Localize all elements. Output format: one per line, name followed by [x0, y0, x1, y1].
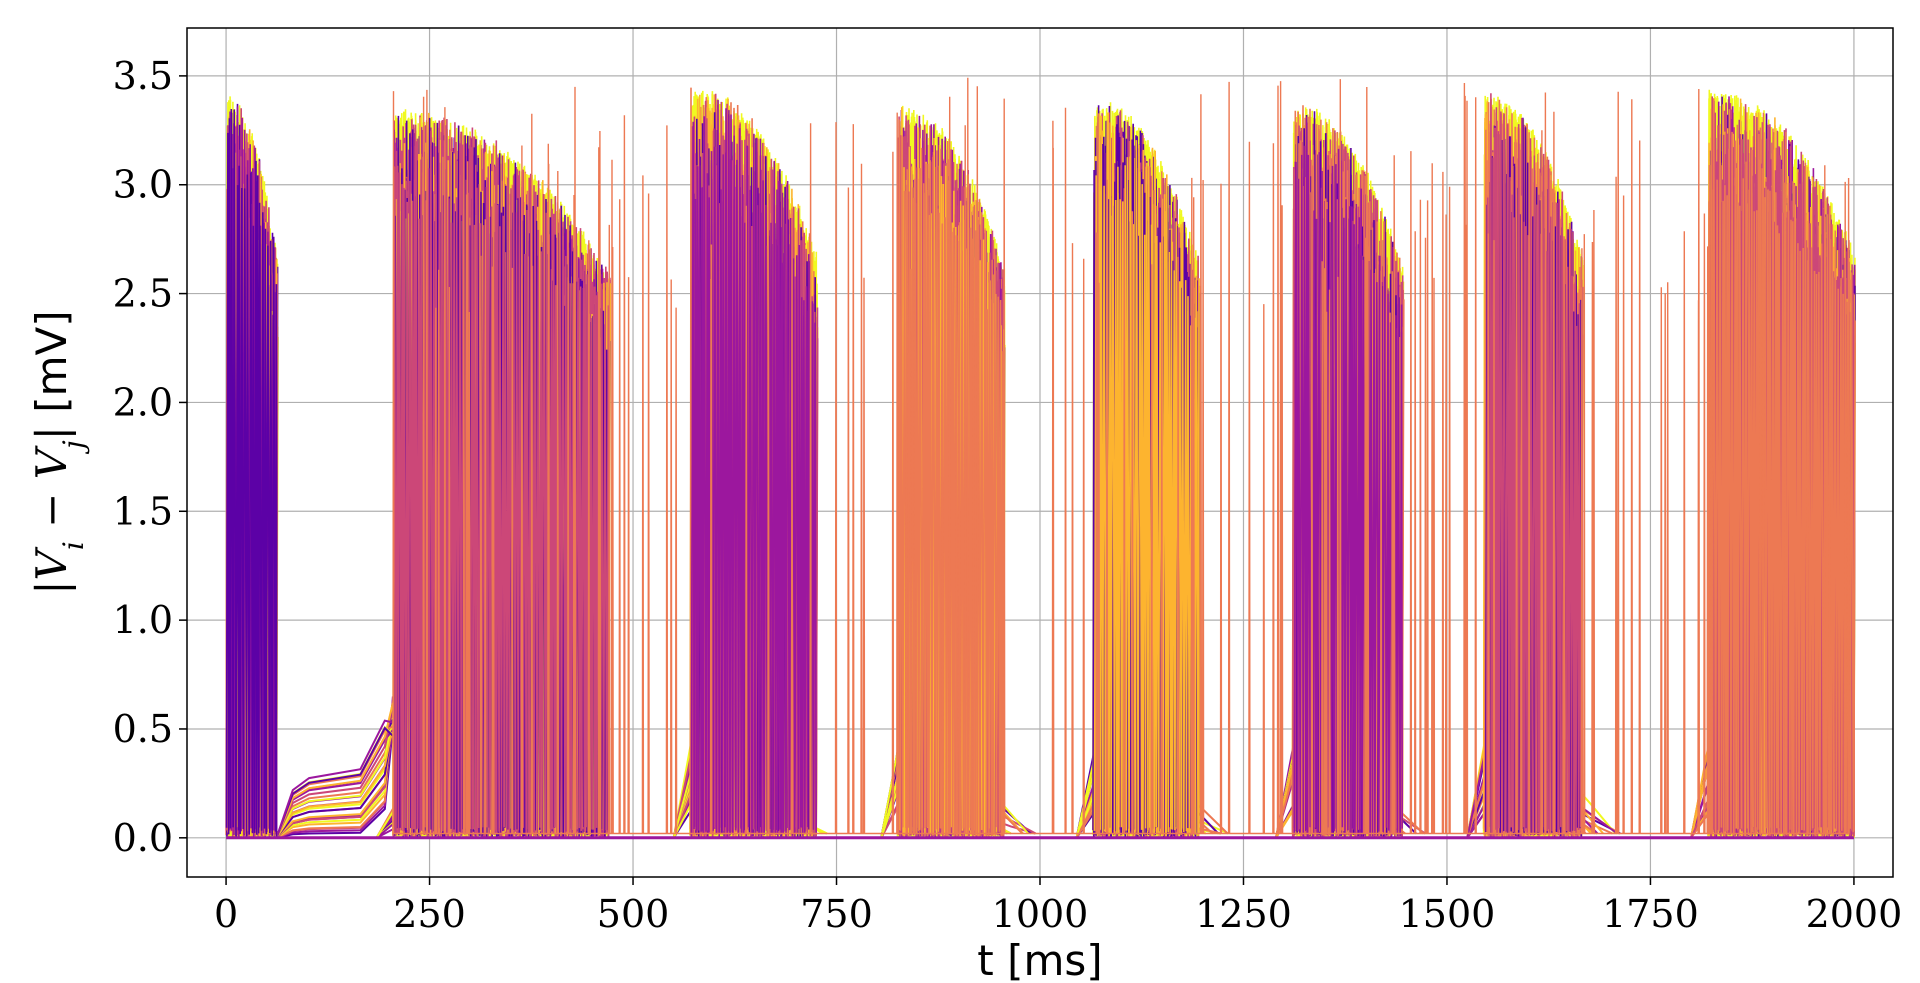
x-tick-label: 1500: [1399, 892, 1496, 936]
x-tick-label: 1000: [992, 892, 1089, 936]
x-tick-label: 500: [597, 892, 670, 936]
series-line: [275, 702, 394, 839]
series-layer: [225, 77, 1856, 840]
series-line: [275, 725, 394, 839]
x-tick-label: 0: [214, 892, 238, 936]
y-tick-label: 2.5: [113, 272, 173, 316]
series-line: [225, 109, 278, 838]
y-tick-label: 1.5: [113, 489, 173, 533]
y-tick-label: 2.0: [113, 380, 173, 424]
x-tick-label: 750: [800, 892, 873, 936]
series-line: [392, 77, 1850, 835]
series-line: [1484, 117, 1583, 838]
y-tick-label: 1.0: [113, 598, 173, 642]
y-label-open: |: [27, 581, 76, 595]
x-tick-label: 2000: [1806, 892, 1903, 936]
y-tick-label: 0.0: [113, 816, 173, 860]
y-label-unit: [mV]: [27, 310, 76, 426]
series-line: [897, 119, 1005, 838]
x-axis-label: t [ms]: [977, 936, 1102, 983]
series-line: [1707, 98, 1856, 838]
y-tick-label: 3.5: [113, 54, 173, 98]
series-line: [275, 717, 394, 839]
y-label-vi-sub: i: [57, 541, 90, 550]
y-label-close: |: [27, 426, 76, 440]
series-line: [275, 723, 394, 839]
y-label-vj: V: [27, 445, 76, 479]
series-line: [1485, 93, 1584, 838]
plot-area: [225, 77, 1856, 840]
y-axis-label: |Vi − Vj| [mV]: [27, 310, 90, 594]
y-tick-label: 0.5: [113, 707, 173, 751]
series-line: [690, 99, 817, 838]
x-tick-label: 1250: [1195, 892, 1292, 936]
y-tick-label: 3.0: [113, 163, 173, 207]
x-axis: 0 250 500 750 1000 1250 1500 1750 2000: [214, 877, 1902, 936]
series-line: [1093, 113, 1200, 838]
series-line: [275, 719, 394, 839]
series-line: [275, 701, 394, 839]
x-tick-label: 250: [393, 892, 466, 936]
y-label-minus: −: [27, 479, 76, 541]
y-label-vi: V: [27, 547, 76, 581]
x-tick-label: 1750: [1602, 892, 1699, 936]
y-axis: 0.0 0.5 1.0 1.5 2.0 2.5 3.0 3.5: [113, 54, 187, 860]
